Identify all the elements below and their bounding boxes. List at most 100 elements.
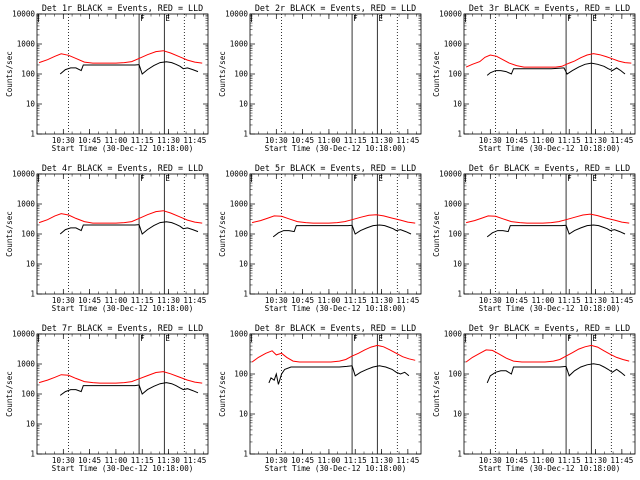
- y-tick-label: 1000: [17, 40, 36, 49]
- marker-label: E: [378, 174, 383, 183]
- marker-label: F: [567, 14, 572, 23]
- y-tick-label: 100: [448, 230, 462, 239]
- y-tick-label: 100: [21, 70, 35, 79]
- y-tick-label: 10: [453, 260, 463, 269]
- y-axis-label: Counts/sec: [5, 371, 14, 417]
- y-tick-label: 1: [243, 130, 248, 139]
- x-tick-label: 11:00: [104, 456, 127, 465]
- y-tick-label: 10000: [439, 170, 462, 179]
- chart-title: Det 4r BLACK = Events, RED = LLD: [42, 163, 203, 173]
- x-axis-label: Start Time (30-Dec-12 10:18:00): [479, 304, 621, 313]
- marker-label: F: [353, 14, 358, 23]
- series-line: [465, 53, 632, 68]
- x-tick-label: 11:30: [584, 296, 607, 305]
- y-tick-label: 100: [234, 230, 248, 239]
- x-tick-label: 11:00: [531, 296, 554, 305]
- y-tick-label: 1000: [230, 40, 249, 49]
- y-tick-label: 1000: [230, 200, 249, 209]
- chart-svg: Det 3r BLACK = Events, RED = LLD 1 10 100 10…: [432, 3, 636, 153]
- y-tick-label: 10000: [12, 170, 35, 179]
- y-tick-label: 1: [30, 130, 35, 139]
- x-tick-label: 11:30: [157, 296, 180, 305]
- y-axis-label: Counts/sec: [432, 51, 441, 97]
- x-tick-label: 10:45: [291, 456, 314, 465]
- y-tick-label: 100: [234, 370, 248, 379]
- series-line: [251, 214, 416, 224]
- y-tick-label: 1000: [17, 200, 36, 209]
- x-tick-label: 11:00: [104, 296, 127, 305]
- plot-frame: [463, 173, 636, 295]
- y-tick-label: 1000: [17, 360, 36, 369]
- x-tick-label: 11:00: [531, 456, 554, 465]
- y-tick-label: 10000: [12, 10, 35, 19]
- x-tick-label: 11:45: [183, 296, 206, 305]
- chart-title: Det 5r BLACK = Events, RED = LLD: [255, 163, 416, 173]
- y-tick-label: 10: [453, 100, 463, 109]
- y-tick-label: 10: [239, 100, 249, 109]
- y-tick-label: 10000: [225, 10, 248, 19]
- x-tick-label: 11:30: [370, 136, 393, 145]
- chart-svg: Det 8r BLACK = Events, RED = LLD 1 10 100 10…: [218, 323, 422, 473]
- x-axis-label: Start Time (30-Dec-12 10:18:00): [265, 304, 407, 313]
- marker-label: F: [140, 334, 145, 343]
- chart-panel: Det 7r BLACK = Events, RED = LLD 1 10 100 10…: [0, 320, 213, 480]
- series-line: [465, 213, 630, 224]
- marker-label: F: [140, 174, 145, 183]
- x-tick-label: 11:30: [584, 136, 607, 145]
- x-tick-label: 10:45: [78, 456, 101, 465]
- y-tick-label: 100: [21, 390, 35, 399]
- x-axis-label: Start Time (30-Dec-12 10:18:00): [52, 144, 194, 153]
- chart-title: Det 1r BLACK = Events, RED = LLD: [42, 3, 203, 13]
- series-line: [486, 224, 626, 238]
- x-tick-label: 11:45: [396, 296, 419, 305]
- x-tick-label: 10:45: [291, 136, 314, 145]
- x-tick-label: 11:15: [131, 456, 154, 465]
- marker-label: F: [140, 14, 145, 23]
- x-tick-label: 10:45: [78, 296, 101, 305]
- series-line: [486, 62, 626, 76]
- marker-label: E: [592, 334, 597, 343]
- x-tick-label: 11:30: [157, 456, 180, 465]
- plot-frame: [249, 333, 422, 455]
- series-line: [59, 61, 199, 75]
- x-tick-label: 11:15: [558, 456, 581, 465]
- marker-label: E: [592, 14, 597, 23]
- chart-svg: Det 6r BLACK = Events, RED = LLD 1 10 100 10…: [432, 163, 636, 313]
- x-tick-label: 11:00: [104, 136, 127, 145]
- series-line: [38, 50, 203, 64]
- y-tick-label: 10000: [12, 330, 35, 339]
- y-axis-label: Counts/sec: [218, 371, 227, 417]
- x-tick-label: 10:30: [479, 296, 502, 305]
- marker-label: E: [378, 334, 383, 343]
- x-axis-label: Start Time (30-Dec-12 10:18:00): [52, 464, 194, 473]
- plot-frame: [36, 13, 209, 135]
- series-line: [268, 365, 410, 385]
- chart-title: Det 7r BLACK = Events, RED = LLD: [42, 323, 203, 333]
- x-tick-label: 11:00: [317, 456, 340, 465]
- y-tick-label: 100: [234, 70, 248, 79]
- plot-frame: [36, 173, 209, 295]
- x-axis-label: Start Time (30-Dec-12 10:18:00): [479, 464, 621, 473]
- chart-svg: Det 9r BLACK = Events, RED = LLD 1 10 100 10…: [432, 323, 636, 473]
- series-line: [486, 363, 626, 384]
- x-axis-label: Start Time (30-Dec-12 10:18:00): [479, 144, 621, 153]
- chart-svg: Det 1r BLACK = Events, RED = LLD 1 10 100 10…: [5, 3, 209, 153]
- y-tick-label: 1000: [444, 200, 463, 209]
- series-line: [38, 371, 203, 384]
- marker-label: E: [592, 174, 597, 183]
- chart-panel: Det 1r BLACK = Events, RED = LLD 1 10 100 10…: [0, 0, 213, 160]
- plot-frame: [463, 13, 636, 135]
- x-tick-label: 11:15: [344, 296, 367, 305]
- x-tick-label: 11:45: [396, 456, 419, 465]
- x-tick-label: 11:30: [157, 136, 180, 145]
- x-tick-label: 10:30: [265, 456, 288, 465]
- y-tick-label: 1: [457, 290, 462, 299]
- y-axis-label: Counts/sec: [218, 211, 227, 257]
- marker-label: F: [353, 174, 358, 183]
- x-tick-label: 10:30: [479, 456, 502, 465]
- y-tick-label: 100: [21, 230, 35, 239]
- y-tick-label: 10: [26, 100, 36, 109]
- x-tick-label: 10:30: [265, 136, 288, 145]
- x-tick-label: 10:45: [505, 296, 528, 305]
